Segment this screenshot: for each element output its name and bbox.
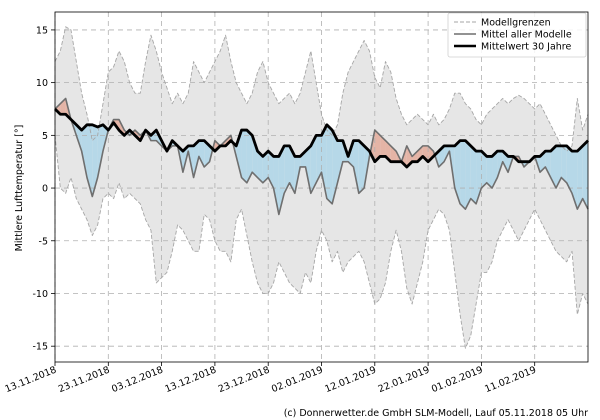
y-tick-label: 15 bbox=[36, 25, 48, 36]
x-tick-label: 03.12.2018 bbox=[110, 365, 165, 396]
deviation-fill bbox=[358, 140, 365, 194]
deviation-fill bbox=[545, 151, 551, 178]
deviation-fill bbox=[465, 140, 471, 210]
x-tick-label: 01.02.2019 bbox=[430, 365, 485, 396]
deviation-fill bbox=[454, 140, 461, 204]
x-tick-label: 23.12.2018 bbox=[217, 365, 272, 396]
deviation-fill bbox=[86, 124, 93, 197]
deviation-fill bbox=[60, 98, 66, 115]
y-tick-label: 0 bbox=[42, 184, 48, 195]
deviation-fill bbox=[321, 124, 327, 199]
legend: Modellgrenzen Mittel aller Modelle Mitte… bbox=[447, 12, 587, 58]
deviation-fill bbox=[316, 135, 322, 183]
series-model-max bbox=[54, 26, 589, 152]
deviation-fill bbox=[97, 124, 103, 178]
deviation-fill bbox=[486, 156, 493, 189]
x-tick-label: 12.01.2019 bbox=[323, 365, 378, 396]
x-tick-label: 13.12.2018 bbox=[163, 365, 218, 396]
deviation-fill bbox=[374, 130, 381, 162]
y-axis-label: Mittlere Lufttemperatur [°] bbox=[14, 125, 25, 252]
deviation-fill bbox=[460, 140, 466, 210]
deviation-fill bbox=[204, 140, 210, 167]
deviation-fill bbox=[417, 145, 423, 162]
deviation-fill bbox=[572, 151, 578, 210]
deviation-fill bbox=[252, 135, 258, 178]
deviation-fill bbox=[566, 145, 573, 194]
deviation-fill bbox=[289, 145, 295, 194]
deviation-fill bbox=[428, 145, 434, 162]
deviation-fill bbox=[550, 145, 557, 189]
series-layer bbox=[54, 26, 589, 349]
deviation-fill bbox=[257, 151, 263, 183]
legend-label-climate: Mittelwert 30 Jahre bbox=[481, 42, 571, 53]
y-tick-label: -5 bbox=[39, 236, 48, 247]
series-climate-mean bbox=[54, 107, 589, 169]
x-tick-label: 02.01.2019 bbox=[270, 365, 325, 396]
deviation-fill bbox=[556, 145, 562, 189]
deviation-fill bbox=[577, 145, 583, 210]
x-tick-label: 22.01.2019 bbox=[377, 365, 432, 396]
deviation-fill bbox=[561, 145, 567, 183]
deviation-fill bbox=[390, 145, 397, 162]
deviation-fill bbox=[337, 140, 343, 183]
legend-label-mean: Mittel aller Modelle bbox=[481, 30, 572, 41]
legend-box bbox=[447, 12, 587, 58]
deviation-fill bbox=[193, 140, 199, 178]
deviation-fill bbox=[326, 124, 333, 204]
deviation-fill bbox=[310, 135, 317, 194]
deviation-fill bbox=[582, 140, 588, 210]
deviation-fill bbox=[262, 151, 269, 183]
deviation-fill bbox=[380, 135, 386, 157]
deviation-fill bbox=[305, 145, 311, 194]
credit-text: (c) Donnerwetter.de GmbH SLM-Modell, Lau… bbox=[284, 408, 588, 419]
x-tick-label: 23.11.2018 bbox=[57, 365, 112, 396]
deviation-fill bbox=[353, 140, 359, 194]
legend-label-envelope: Modellgrenzen bbox=[481, 18, 551, 29]
deviation-fill bbox=[81, 124, 87, 178]
x-tick-label: 13.11.2018 bbox=[4, 365, 59, 396]
deviation-fill bbox=[76, 124, 82, 152]
deviation-fill bbox=[412, 151, 418, 162]
x-tick-label: 11.02.2019 bbox=[483, 365, 538, 396]
deviation-fill bbox=[92, 124, 98, 197]
y-tick-label: -15 bbox=[32, 342, 48, 353]
deviation-fill bbox=[481, 151, 487, 189]
deviation-fill bbox=[284, 145, 290, 194]
deviation-fill bbox=[497, 151, 503, 178]
deviation-fill bbox=[246, 130, 253, 183]
deviation-fill bbox=[273, 156, 279, 215]
y-tick-label: 5 bbox=[42, 131, 48, 142]
series-model-min bbox=[54, 135, 589, 349]
deviation-fill bbox=[241, 130, 247, 183]
y-tick-label: 10 bbox=[36, 78, 48, 89]
y-tick-label: -10 bbox=[32, 289, 48, 300]
deviation-fill bbox=[422, 145, 429, 162]
deviation-fill bbox=[198, 140, 205, 167]
deviation-fill bbox=[470, 145, 477, 204]
